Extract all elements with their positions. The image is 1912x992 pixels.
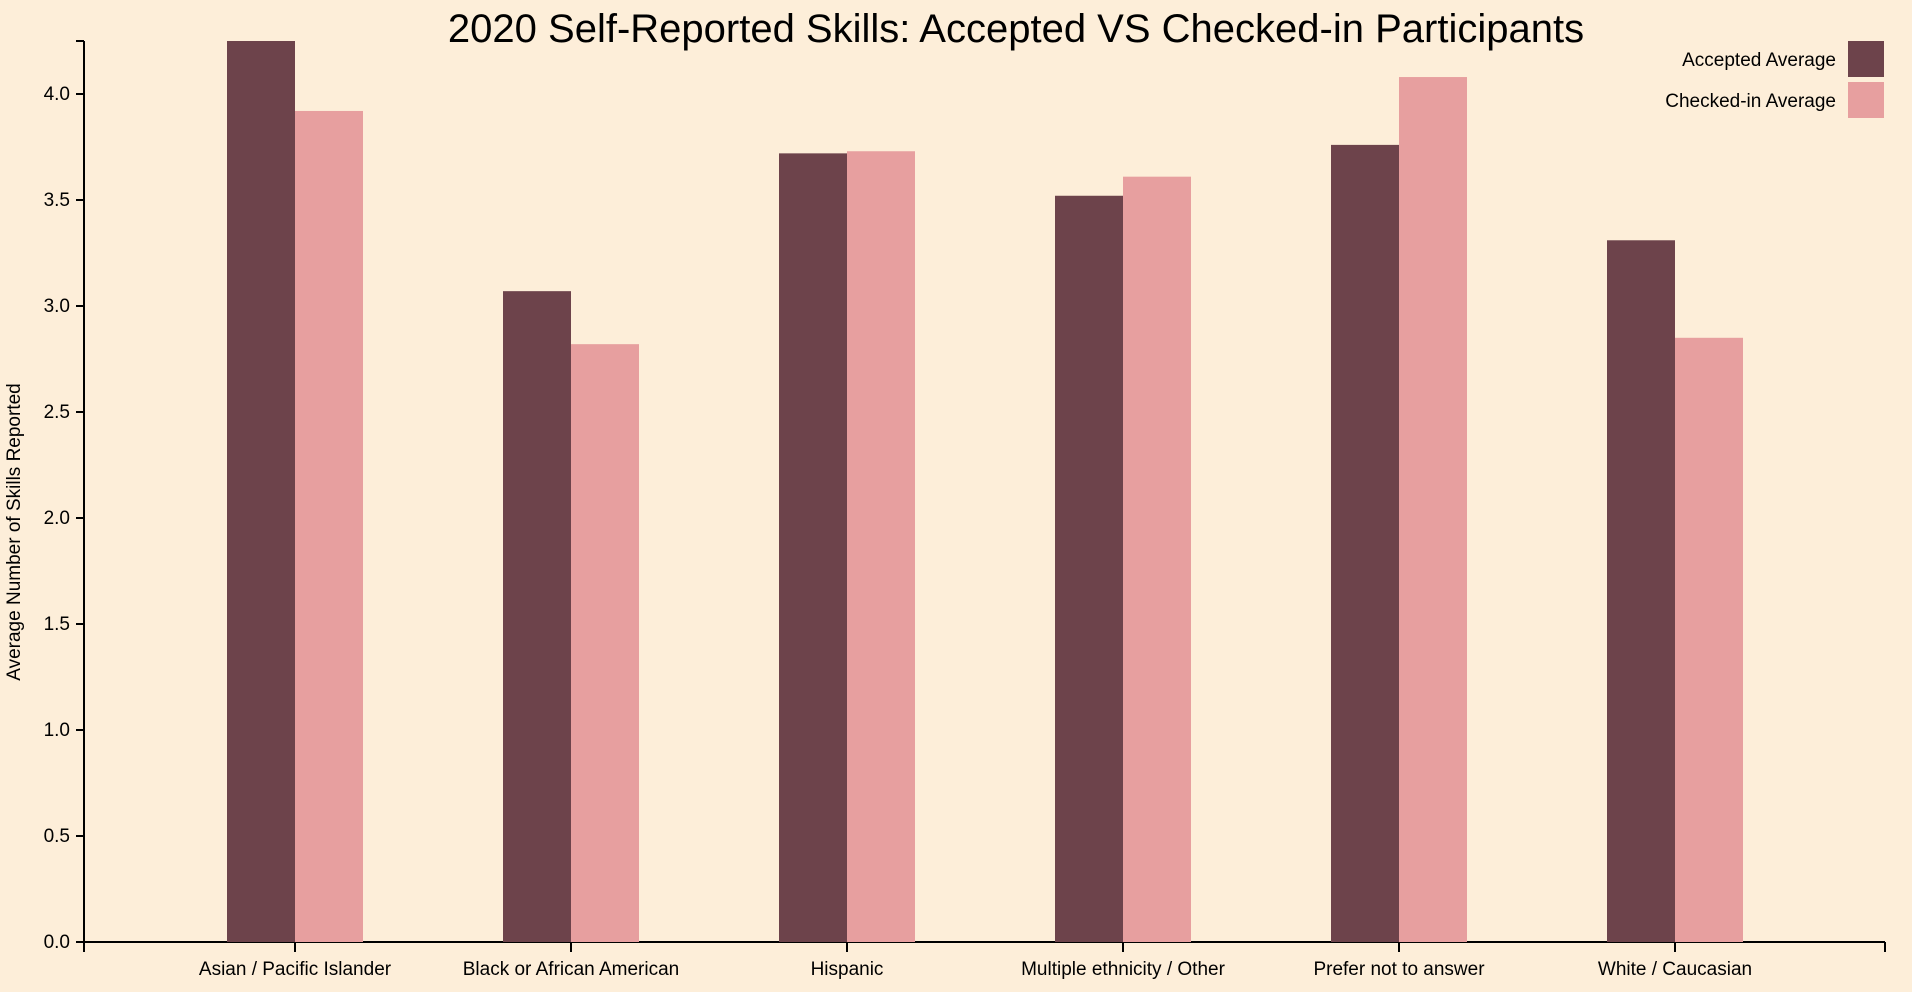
y-tick-label: 1.5 [44, 614, 70, 635]
bar-checked-in [571, 344, 639, 942]
y-tick-label: 1.0 [44, 720, 70, 741]
x-tick-label: Prefer not to answer [1313, 959, 1485, 980]
y-tick-label: 3.5 [44, 190, 70, 211]
y-tick-label: 2.0 [44, 508, 70, 529]
x-tick-label: Asian / Pacific Islander [199, 959, 392, 980]
y-tick-label: 3.0 [44, 296, 70, 317]
y-axis-title: Average Number of Skills Reported [4, 383, 25, 680]
chart-title: 2020 Self-Reported Skills: Accepted VS C… [448, 7, 1584, 51]
bar-accepted [1331, 144, 1399, 942]
y-tick-label: 4.0 [44, 84, 70, 105]
y-tick-label: 0.0 [44, 932, 70, 953]
x-tick-label: Black or African American [463, 959, 679, 980]
bar-checked-in [1675, 337, 1743, 942]
y-axis: 0.0 0.5 1.0 1.5 2.0 2.5 3.0 3.5 4.0 [44, 40, 85, 953]
bar-checked-in [1123, 176, 1191, 942]
bar-accepted [503, 291, 571, 942]
legend-label: Checked-in Average [1665, 91, 1836, 112]
y-tick-label: 0.5 [44, 826, 70, 847]
bar-accepted [227, 41, 295, 942]
bar-checked-in [847, 151, 915, 943]
legend-swatch [1848, 41, 1884, 77]
legend: Accepted Average Checked-in Average [1665, 41, 1884, 118]
legend-label: Accepted Average [1682, 50, 1836, 71]
x-axis: Asian / Pacific Islander Black or African… [83, 941, 1886, 980]
bars [227, 41, 1743, 943]
bar-checked-in [1399, 77, 1467, 943]
y-tick-label: 2.5 [44, 402, 70, 423]
bar-accepted [1055, 195, 1123, 942]
bar-accepted [1607, 240, 1675, 942]
x-tick-label: Hispanic [811, 959, 884, 980]
bar-accepted [779, 153, 847, 943]
legend-swatch [1848, 82, 1884, 118]
bar-checked-in [295, 110, 363, 942]
x-tick-label: Multiple ethnicity / Other [1021, 959, 1225, 980]
x-tick-label: White / Caucasian [1598, 959, 1752, 980]
